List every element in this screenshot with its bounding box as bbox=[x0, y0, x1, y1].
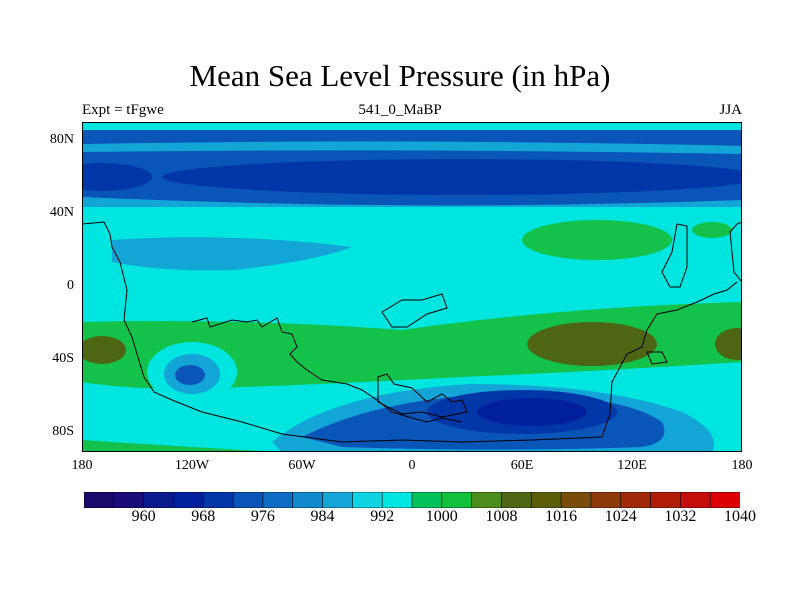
coastline-east-continent bbox=[601, 281, 738, 438]
colorbar-swatch bbox=[501, 492, 532, 508]
colorbar-swatch bbox=[590, 492, 622, 508]
colorbar-swatch bbox=[292, 492, 324, 508]
lat-label-0: 0 bbox=[67, 278, 74, 293]
lon-label-120e: 120E bbox=[617, 458, 647, 473]
north-high-small bbox=[692, 222, 732, 238]
south-high-olive-west bbox=[82, 336, 126, 364]
colorbar-swatch bbox=[381, 492, 413, 508]
colorbar-swatch bbox=[471, 492, 503, 508]
sa-low-core bbox=[175, 365, 205, 385]
colorbar-label: 1040 bbox=[724, 508, 756, 525]
run-label: 541_0_MaBP bbox=[358, 102, 442, 118]
lon-label-0: 0 bbox=[408, 458, 416, 473]
colorbar-swatch bbox=[352, 492, 383, 508]
colorbar-swatch bbox=[232, 492, 264, 508]
north-low-core bbox=[162, 159, 742, 195]
coastline-americas bbox=[82, 221, 603, 443]
colorbar-swatch bbox=[173, 492, 204, 508]
coastline-small-island bbox=[646, 351, 668, 365]
coastline-south-continent bbox=[191, 317, 463, 423]
south-high-olive-east bbox=[715, 328, 742, 360]
lon-label-60w: 60W bbox=[288, 458, 316, 473]
colorbar-swatch bbox=[560, 492, 592, 508]
colorbar-label: 968 bbox=[191, 508, 216, 525]
colorbar-label: 960 bbox=[131, 508, 156, 525]
colorbar-swatch bbox=[411, 492, 443, 508]
colorbar-swatch bbox=[650, 492, 681, 508]
colorbar-swatch bbox=[262, 492, 294, 508]
colorbar-swatch bbox=[322, 492, 353, 508]
coastlines bbox=[82, 221, 742, 443]
coastline-island-south bbox=[377, 373, 468, 418]
map-title: Mean Sea Level Pressure (in hPa) bbox=[189, 58, 611, 93]
coastline-island-west bbox=[381, 293, 448, 328]
colorbar-swatch bbox=[113, 492, 145, 508]
lon-label-120w: 120W bbox=[174, 458, 210, 473]
colorbar-label: 1000 bbox=[425, 508, 458, 525]
colorbar-label: 1008 bbox=[485, 508, 518, 525]
coastline-east-edge bbox=[729, 221, 742, 283]
experiment-label: Expt = tFgwe bbox=[82, 102, 164, 118]
equatorial-low-tongue bbox=[112, 237, 352, 271]
lon-label-180e: 180 bbox=[731, 458, 753, 473]
colorbar-label: 984 bbox=[310, 508, 335, 525]
season-label: JJA bbox=[719, 102, 742, 118]
colorbar-swatch bbox=[143, 492, 175, 508]
colorbar-label: 976 bbox=[250, 508, 275, 525]
southern-low-core bbox=[477, 398, 587, 426]
south-edge-fill bbox=[82, 440, 282, 452]
lat-label-80s: 80S bbox=[52, 424, 74, 439]
colorbar-swatch bbox=[620, 492, 652, 508]
pressure-map bbox=[82, 122, 742, 452]
north-low-west bbox=[82, 163, 152, 191]
colorbar-swatch bbox=[441, 492, 473, 508]
north-light-band bbox=[82, 141, 742, 154]
map-frame bbox=[82, 122, 742, 452]
colorbar-swatch bbox=[709, 492, 740, 508]
north-pacific-high bbox=[522, 220, 672, 260]
colorbar bbox=[84, 492, 740, 508]
colorbar-swatch bbox=[84, 492, 115, 508]
lat-label-80n: 80N bbox=[49, 132, 74, 147]
colorbar-swatch bbox=[680, 492, 711, 508]
south-high-olive bbox=[527, 322, 657, 366]
colorbar-label: 1016 bbox=[545, 508, 578, 525]
colorbar-swatch bbox=[202, 492, 234, 508]
colorbar-swatch bbox=[530, 492, 562, 508]
lon-label-180w: 180 bbox=[71, 458, 93, 473]
lat-label-40s: 40S bbox=[52, 351, 74, 366]
lon-label-60e: 60E bbox=[510, 458, 534, 473]
north-band-edge bbox=[82, 197, 742, 207]
colorbar-label: 992 bbox=[370, 508, 395, 525]
coastline-east-peninsula bbox=[661, 223, 688, 288]
colorbar-label: 1024 bbox=[604, 508, 637, 525]
north-cap bbox=[82, 122, 742, 130]
colorbar-label: 1032 bbox=[664, 508, 697, 525]
lat-label-40n: 40N bbox=[49, 205, 74, 220]
